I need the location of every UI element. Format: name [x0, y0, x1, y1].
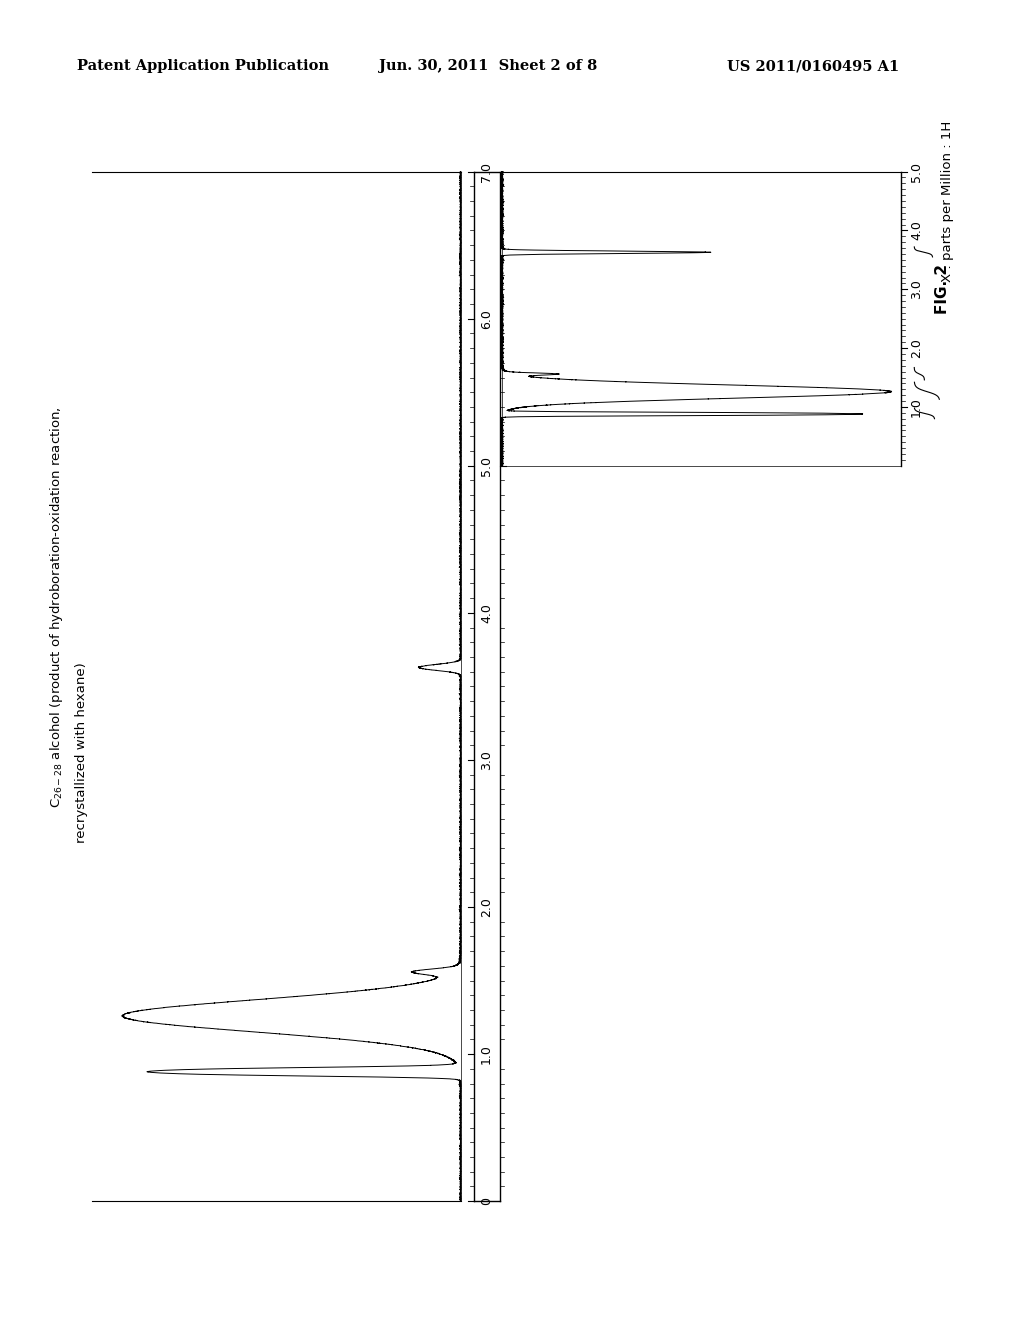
Text: Patent Application Publication: Patent Application Publication: [77, 59, 329, 74]
Text: Jun. 30, 2011  Sheet 2 of 8: Jun. 30, 2011 Sheet 2 of 8: [379, 59, 597, 74]
Text: C$_{26-28}$ alcohol (product of hydroboration-oxidation reaction,: C$_{26-28}$ alcohol (product of hydrobor…: [48, 407, 65, 808]
Text: 3.0: 3.0: [910, 280, 923, 300]
Text: 4.0: 4.0: [480, 603, 493, 623]
Text: 5.0: 5.0: [480, 455, 493, 475]
Text: X : parts per Million : 1H: X : parts per Million : 1H: [941, 120, 953, 281]
Text: 2.0: 2.0: [480, 898, 493, 917]
Text: FIG. 2: FIG. 2: [935, 264, 949, 314]
Text: 3.0: 3.0: [480, 750, 493, 770]
Text: 0: 0: [480, 1197, 493, 1205]
Text: 6.0: 6.0: [480, 309, 493, 329]
Text: 1.0: 1.0: [910, 397, 923, 417]
Text: recrystallized with hexane): recrystallized with hexane): [76, 663, 88, 842]
Text: 4.0: 4.0: [910, 220, 923, 240]
Text: US 2011/0160495 A1: US 2011/0160495 A1: [727, 59, 899, 74]
Text: 5.0: 5.0: [910, 161, 923, 182]
Text: 1.0: 1.0: [480, 1044, 493, 1064]
Text: 2.0: 2.0: [910, 338, 923, 358]
Text: 7.0: 7.0: [480, 161, 493, 182]
